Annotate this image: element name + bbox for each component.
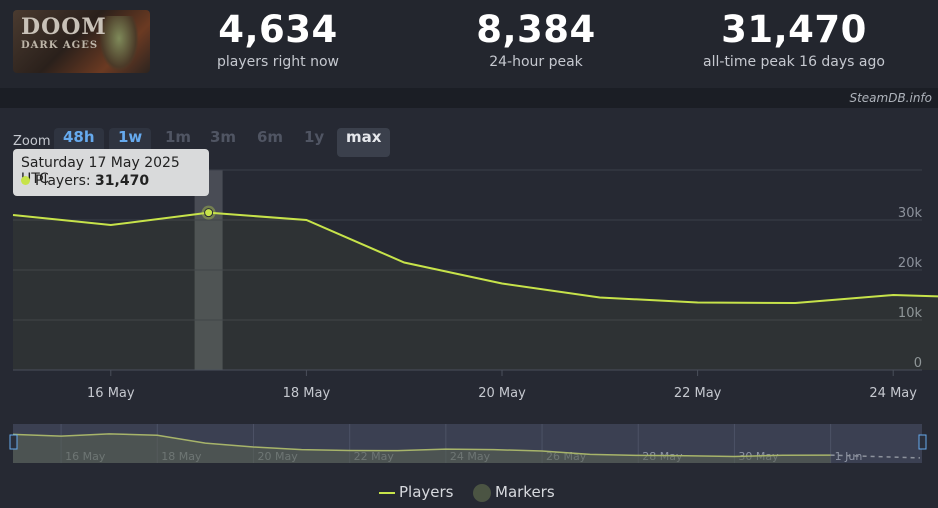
- markers-legend-dot-icon: [473, 484, 491, 502]
- stat-value: 31,470: [721, 8, 867, 51]
- zoom-6m-button[interactable]: 6m: [257, 128, 284, 146]
- tooltip-value: 31,470: [95, 173, 150, 189]
- series-area: [13, 212, 938, 370]
- tooltip-value-row: Players: 31,470: [21, 173, 149, 189]
- tooltip-series-label: Players:: [35, 173, 91, 189]
- cover-logo-line1: DOOM: [21, 14, 107, 40]
- stat-24h-peak: 8,384 24-hour peak: [446, 8, 626, 72]
- navigator-right-handle[interactable]: [918, 434, 927, 450]
- data-point: [599, 297, 601, 299]
- legend-players[interactable]: Players: [399, 483, 454, 501]
- series-line-players: [12, 211, 938, 305]
- x-tick-label: 22 May: [674, 386, 722, 401]
- players-legend-line-icon: [379, 492, 395, 494]
- legend-markers[interactable]: Markers: [495, 483, 555, 501]
- data-point: [403, 262, 405, 264]
- stat-label: all-time peak 16 days ago: [703, 54, 885, 70]
- cover-logo-line2: DARK AGES: [21, 40, 99, 51]
- zoom-3m-button[interactable]: 3m: [210, 128, 237, 146]
- x-tick-label: 18 May: [283, 386, 331, 401]
- data-point: [501, 283, 503, 285]
- y-tick-label: 0: [914, 356, 922, 371]
- stat-label: players right now: [217, 54, 339, 70]
- data-point: [12, 214, 14, 216]
- zoom-1y-button[interactable]: 1y: [304, 128, 325, 146]
- navigator-left-handle[interactable]: [9, 434, 18, 450]
- x-tick-label: 16 May: [87, 386, 135, 401]
- series-dot-icon: [21, 176, 30, 185]
- game-cover-image[interactable]: DOOM DARK AGES: [13, 10, 150, 73]
- data-point: [305, 219, 307, 221]
- chart-tooltip: Saturday 17 May 2025 UTC Players: 31,470: [13, 149, 209, 196]
- y-tick-label: 30k: [898, 206, 923, 221]
- stat-label: 24-hour peak: [489, 54, 583, 70]
- zoom-max-button[interactable]: max: [337, 128, 391, 157]
- stat-all-time-peak: 31,470 all-time peak 16 days ago: [690, 8, 898, 72]
- data-point: [794, 302, 796, 304]
- steamdb-credit[interactable]: SteamDB.info: [849, 91, 932, 105]
- stat-value: 8,384: [476, 8, 596, 51]
- navigator-projection-line: [830, 454, 921, 459]
- zoom-label: Zoom: [13, 134, 51, 149]
- header: DOOM DARK AGES 4,634 players right now 8…: [0, 0, 938, 88]
- data-point: [892, 294, 894, 296]
- data-point: [697, 302, 699, 304]
- stat-value: 4,634: [218, 8, 338, 51]
- navigator-series-line: [12, 433, 831, 458]
- data-point: [110, 224, 112, 226]
- zoom-1m-button[interactable]: 1m: [165, 128, 192, 146]
- x-tick-label: 20 May: [478, 386, 526, 401]
- y-tick-label: 20k: [898, 256, 923, 271]
- hover-point: [204, 208, 214, 218]
- navigator-tick-label: 1 Jun: [835, 450, 863, 463]
- stat-current-players: 4,634 players right now: [200, 8, 356, 72]
- y-tick-label: 10k: [898, 306, 923, 321]
- x-tick-label: 24 May: [869, 386, 917, 401]
- cover-figure: [99, 16, 139, 72]
